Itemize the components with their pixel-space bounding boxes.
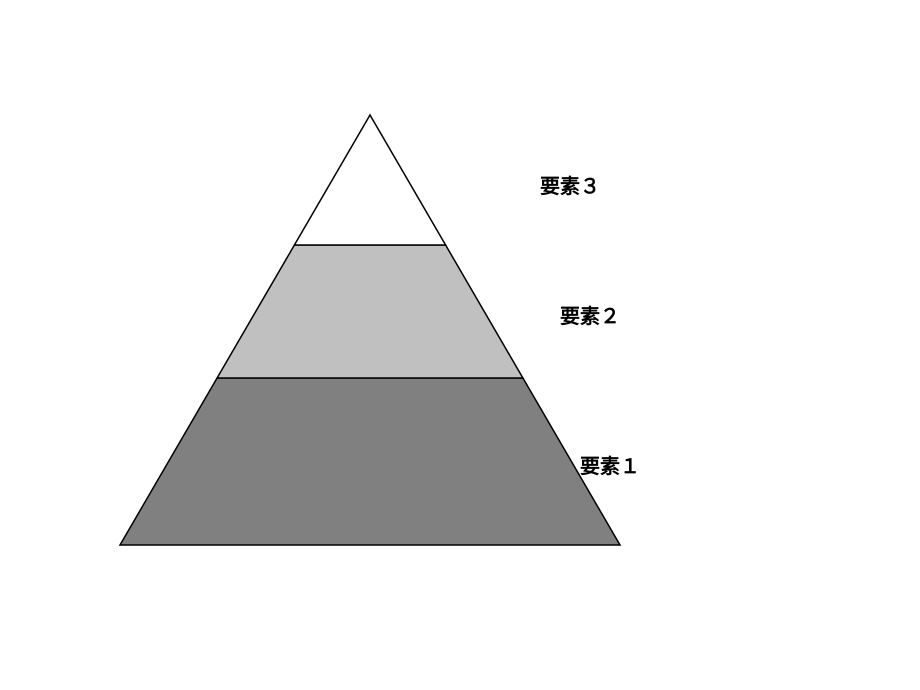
pyramid-label-middle: 要素２ <box>560 300 620 329</box>
pyramid-tier-top <box>294 115 445 245</box>
pyramid-label-bottom: 要素１ <box>580 450 640 479</box>
pyramid-tier-middle <box>217 245 523 378</box>
pyramid-label-top: 要素３ <box>540 170 600 199</box>
pyramid-diagram: 要素３ 要素２ 要素１ <box>0 0 920 690</box>
pyramid-tier-bottom <box>120 378 620 545</box>
pyramid-svg <box>0 0 920 690</box>
